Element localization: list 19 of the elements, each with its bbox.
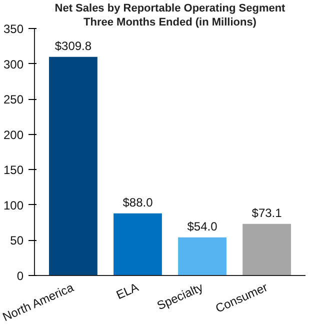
y-tick-label: 200 xyxy=(3,128,24,142)
y-tick-label: 150 xyxy=(3,163,24,178)
y-tick-label: 0 xyxy=(16,269,24,283)
y-tick-label: 300 xyxy=(3,57,24,72)
data-label: $73.1 xyxy=(252,206,282,220)
chart-subtitle: Three Months Ended (in Millions) xyxy=(84,16,257,28)
y-tick-label: 250 xyxy=(3,92,24,107)
y-tick-label: 100 xyxy=(3,198,24,212)
y-tick-label: 50 xyxy=(10,234,24,248)
bar xyxy=(49,56,98,276)
data-label: $309.8 xyxy=(54,38,92,53)
bar xyxy=(114,213,162,276)
chart-title: Net Sales by Reportable Operating Segment xyxy=(54,2,286,14)
data-label: $54.0 xyxy=(187,219,218,234)
bar xyxy=(178,237,226,276)
y-tick-label: 350 xyxy=(3,22,24,36)
data-label: $88.0 xyxy=(122,195,154,210)
bar xyxy=(242,224,291,276)
x-tick-label: ELA xyxy=(114,280,141,302)
